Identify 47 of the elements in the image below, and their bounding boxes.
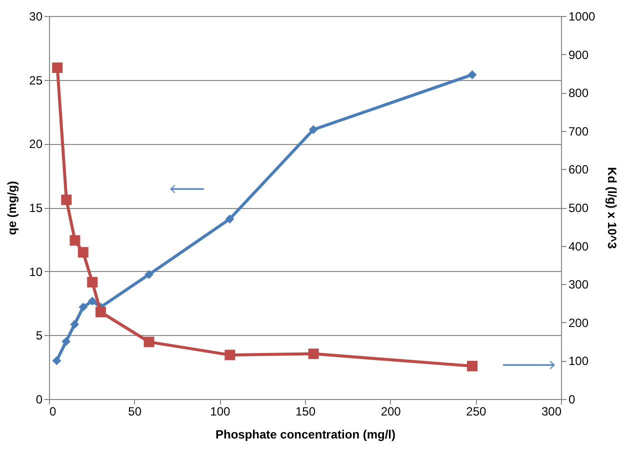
y-tick-label: 5 [36,328,43,343]
y2-tick-label: 200 [568,316,589,330]
point [468,70,477,80]
y2-tick-label: 900 [568,48,589,62]
point [308,348,319,360]
x-tick-label: 0 [50,404,56,418]
point [70,235,80,246]
point [308,125,318,134]
y-tick-label: 20 [29,137,43,152]
y-tick-label: 15 [29,201,43,215]
point [467,360,478,372]
point [78,302,88,312]
y2-tick-label: 300 [568,278,589,292]
point [95,306,106,318]
point [224,350,236,360]
y-tick-label: 10 [29,264,43,279]
x-tick-label: 100 [210,404,230,418]
point [62,337,71,346]
y2-tick-label: 0 [568,392,576,406]
x-tick-label: 250 [466,404,486,418]
point [88,296,97,306]
point [144,270,154,279]
point [52,356,62,366]
point [70,320,80,329]
y2-tick-label: 700 [568,124,589,138]
y-tick-label: 25 [29,73,43,88]
y-axis-title: qe (mg/g) [5,181,20,235]
y-tick-label: 0 [36,392,43,406]
x-tick-label: 200 [380,404,402,418]
point [87,276,98,288]
point [52,62,63,73]
x-tick-label: 50 [128,404,142,418]
y2-tick-label: 500 [568,201,589,215]
y2-tick-label: 1000 [568,10,596,24]
y2-tick-label: 600 [568,162,589,177]
point [144,336,154,348]
y-tick-label: 30 [29,10,43,24]
y2-tick-label: 100 [568,354,589,368]
x-tick-label: 150 [295,404,316,418]
y2-axis-title: Kd (l/g) x 10^3 [605,167,620,250]
y2-tick-label: 800 [568,86,589,100]
point [61,194,72,206]
x-tick-label: 300 [541,404,562,418]
x-axis-title: Phosphate concentration (mg/l) [215,428,396,442]
y2-tick-label: 400 [568,239,589,254]
point [78,247,88,258]
point [225,214,234,224]
